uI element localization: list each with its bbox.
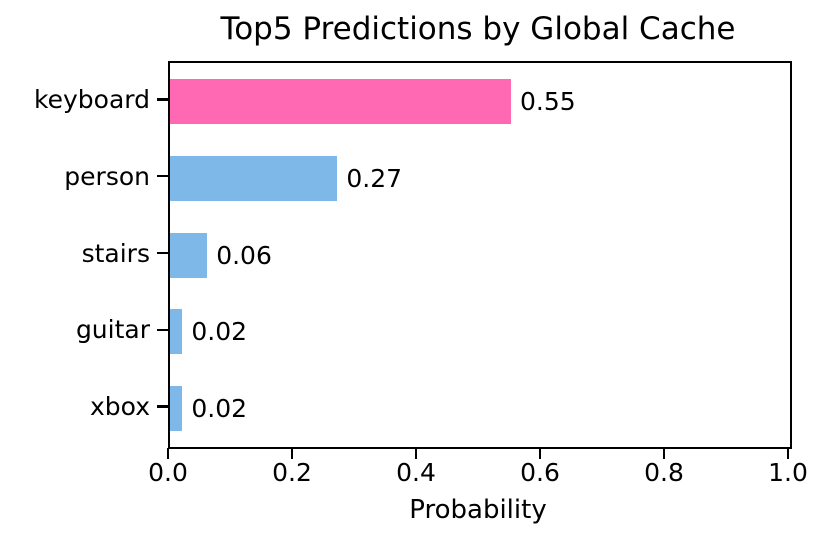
x-tick-label: 1.0 xyxy=(768,458,808,487)
x-tick-label: 0.2 xyxy=(272,458,312,487)
x-tick-mark xyxy=(166,447,170,459)
x-tick-mark xyxy=(290,447,294,459)
x-tick-label: 0.6 xyxy=(520,458,560,487)
y-tick-label-person: person xyxy=(64,161,150,191)
bar-row: 0.06 xyxy=(170,232,790,278)
bar-row: 0.02 xyxy=(170,386,790,432)
bar-xbox xyxy=(170,386,183,432)
plot-area: 0.55 0.27 0.06 0.02 0.02 xyxy=(168,61,792,449)
y-tick-mark xyxy=(157,98,168,101)
bar-keyboard xyxy=(170,78,511,124)
x-tick-mark xyxy=(786,447,790,459)
y-tick-mark xyxy=(157,251,168,255)
bar-guitar xyxy=(170,309,183,355)
bar-row: 0.55 xyxy=(170,78,790,124)
y-tick-label-guitar: guitar xyxy=(75,315,150,345)
chart-title: Top5 Predictions by Global Cache xyxy=(220,11,736,47)
y-tick-label-stairs: stairs xyxy=(81,238,150,268)
y-tick-label-keyboard: keyboard xyxy=(34,84,150,114)
bar-value-label: 0.02 xyxy=(191,394,248,424)
x-axis-label: Probability xyxy=(409,495,547,525)
x-tick-label: 0.0 xyxy=(148,458,188,487)
y-tick-mark xyxy=(157,174,168,178)
bar-value-label: 0.55 xyxy=(520,86,576,116)
bar-row: 0.27 xyxy=(170,155,790,201)
y-tick-mark xyxy=(157,328,168,332)
x-tick-mark xyxy=(538,447,542,459)
bar-value-label: 0.27 xyxy=(346,163,403,193)
x-tick-label: 0.4 xyxy=(396,458,436,487)
bar-value-label: 0.02 xyxy=(191,317,248,347)
bar-row: 0.02 xyxy=(170,309,790,355)
bar-person xyxy=(170,155,338,201)
x-tick-mark xyxy=(662,447,666,459)
y-tick-mark xyxy=(157,405,168,408)
x-tick-label: 0.8 xyxy=(644,458,684,487)
bar-stairs xyxy=(170,232,208,278)
bar-value-label: 0.06 xyxy=(216,240,272,270)
y-tick-label-xbox: xbox xyxy=(90,392,150,422)
x-tick-mark xyxy=(414,447,418,459)
